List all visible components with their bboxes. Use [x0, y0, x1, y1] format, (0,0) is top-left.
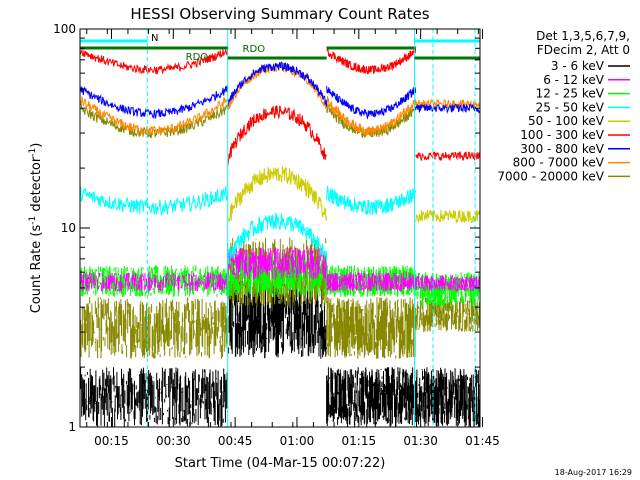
- series-50-100keV: [227, 166, 328, 223]
- legend: Det 1,3,5,6,7,9, FDecim 2, Att 0 3 - 6 k…: [497, 29, 630, 183]
- rdo-label: RDO: [186, 52, 209, 63]
- series-50-100keV: [415, 208, 481, 224]
- legend-label: 12 - 25 keV: [536, 87, 605, 101]
- x-axis: 00:15 00:30 00:45 01:00 01:15 01:30 01:45: [86, 29, 500, 448]
- x-tick-label: 01:00: [280, 434, 315, 448]
- legend-label: 800 - 7000 keV: [513, 156, 605, 170]
- plot-area: N RDO RDO: [79, 29, 481, 427]
- chart-title: HESSI Observing Summary Count Rates: [130, 5, 429, 23]
- legend-header-line2: FDecim 2, Att 0: [537, 43, 630, 57]
- x-tick-label: 01:45: [465, 434, 500, 448]
- legend-label: 300 - 800 keV: [520, 142, 604, 156]
- legend-label: 7000 - 20000 keV: [497, 169, 604, 183]
- series-100-300keV: [326, 46, 417, 75]
- x-tick-label: 00:15: [94, 434, 129, 448]
- y-tick-label: 100: [53, 22, 76, 36]
- y-axis-label: Count Rate (s-1 detector-1): [28, 143, 44, 314]
- legend-header-line1: Det 1,3,5,6,7,9,: [536, 29, 630, 43]
- series-3-6keV: [415, 367, 481, 427]
- series-800-7000keV: [79, 96, 229, 136]
- y-tick-label: 1: [68, 420, 76, 434]
- series-25-50keV: [227, 212, 328, 265]
- series-100-300keV: [415, 151, 481, 162]
- y-axis: 1 10 100: [53, 22, 480, 434]
- series-7000-20000keV: [79, 103, 229, 139]
- legend-label: 25 - 50 keV: [536, 100, 605, 114]
- series-6-12keV: [415, 275, 480, 292]
- series-100-300keV: [79, 47, 229, 76]
- series-300-800keV: [227, 61, 328, 108]
- footer-date: 18-Aug-2017 16:29: [555, 468, 632, 477]
- legend-label: 6 - 12 keV: [543, 73, 605, 87]
- series-3-6keV: [326, 367, 416, 427]
- series-800-7000keV: [326, 96, 417, 136]
- series-25-50keV: [326, 185, 417, 215]
- x-tick-label: 00:45: [218, 434, 253, 448]
- y-tick-label: 10: [61, 221, 76, 235]
- series-300-800keV: [415, 103, 481, 114]
- series-100-300keV: [227, 105, 327, 167]
- legend-label: 3 - 6 keV: [551, 59, 605, 73]
- series-7000-20000keV: [326, 297, 416, 359]
- x-axis-label: Start Time (04-Mar-15 00:07:22): [175, 456, 386, 471]
- series-300-800keV: [79, 85, 229, 120]
- night-label: N: [151, 33, 158, 44]
- series-7000-20000keV: [415, 297, 481, 332]
- legend-label: 50 - 100 keV: [528, 114, 605, 128]
- x-tick-label: 01:30: [403, 434, 438, 448]
- x-tick-label: 00:30: [156, 434, 191, 448]
- rdo-label: RDO: [243, 44, 266, 55]
- legend-label: 100 - 300 keV: [520, 128, 604, 142]
- x-tick-label: 01:15: [342, 434, 377, 448]
- series-25-50keV: [79, 186, 229, 216]
- series-300-800keV: [326, 85, 417, 120]
